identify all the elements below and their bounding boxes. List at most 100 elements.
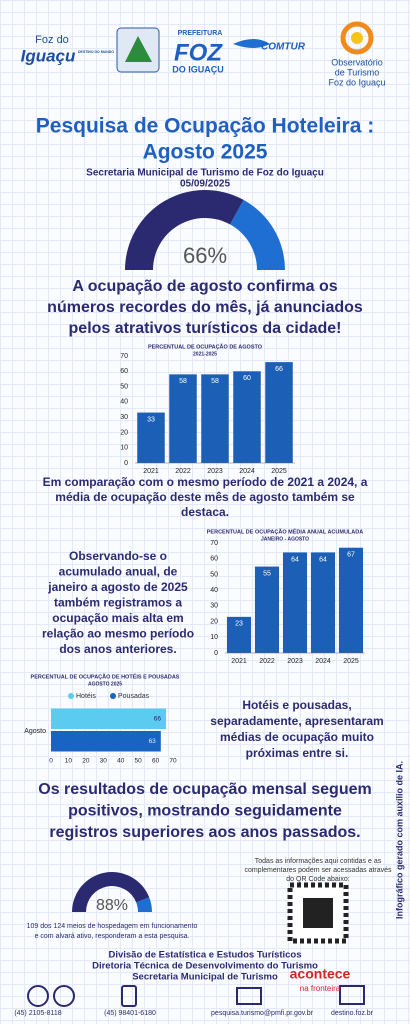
mail-icon bbox=[236, 987, 262, 1005]
x-tick-label: 10 bbox=[65, 758, 73, 765]
whatsapp-icon bbox=[53, 985, 75, 1007]
bar bbox=[201, 374, 229, 463]
title: Agosto 2025 bbox=[143, 141, 268, 164]
paragraph: média de ocupação deste mês de agosto ta… bbox=[55, 490, 355, 504]
data-label: 23 bbox=[235, 621, 243, 628]
paragraph: próximas entre si. bbox=[246, 746, 349, 760]
contact: (45) 2105-8118 bbox=[14, 1010, 61, 1017]
x-tick-label: 2022 bbox=[259, 658, 275, 665]
x-tick-label: 30 bbox=[100, 758, 108, 765]
watermark: acontece bbox=[290, 966, 351, 982]
x-tick-label: 2024 bbox=[239, 468, 255, 475]
observatory-icon bbox=[351, 32, 363, 44]
legend-swatch bbox=[110, 693, 116, 699]
bar bbox=[282, 552, 308, 653]
paragraph: positivos, mostrando seguidamente bbox=[68, 803, 342, 820]
bar bbox=[338, 547, 364, 653]
crest-icon bbox=[125, 36, 152, 62]
subtitle: Secretaria Municipal de Turismo de Foz d… bbox=[86, 168, 324, 179]
title: Pesquisa de Ocupação Hoteleira : bbox=[36, 115, 374, 138]
paragraph: complementares podem ser acessadas atrav… bbox=[244, 867, 392, 874]
x-tick-label: 2023 bbox=[287, 658, 303, 665]
paragraph: ocupação mais alta em bbox=[52, 611, 183, 625]
chart-subtitle: 2021-2025 bbox=[193, 351, 217, 357]
y-tick-label: 60 bbox=[210, 556, 218, 563]
bar bbox=[265, 362, 293, 463]
bar bbox=[169, 374, 197, 463]
contact: (45) 98401-6180 bbox=[104, 1010, 156, 1017]
observatory-icon bbox=[340, 21, 374, 55]
bar bbox=[254, 566, 280, 653]
y-tick-label: 10 bbox=[210, 634, 218, 641]
logo-text: COMTUR bbox=[261, 42, 306, 53]
legend-label: Pousadas bbox=[118, 693, 150, 700]
paragraph: separadamente, apresentaram bbox=[210, 714, 383, 728]
paragraph: Em comparação com o mesmo período de 202… bbox=[43, 475, 368, 489]
logo-text: Observatório bbox=[331, 57, 383, 67]
y-tick-label: 50 bbox=[210, 571, 218, 578]
bar bbox=[51, 708, 167, 729]
y-tick-label: 10 bbox=[120, 445, 128, 452]
logo-text: DESTINO DO MUNDO bbox=[78, 50, 114, 54]
data-label: 58 bbox=[211, 378, 219, 385]
qr-code bbox=[303, 898, 333, 928]
footer-text: Diretoria Técnica de Desenvolvimento do … bbox=[92, 961, 318, 972]
y-tick-label: Agosto bbox=[24, 728, 46, 735]
gauge-fill bbox=[125, 190, 244, 270]
data-label: 55 bbox=[263, 570, 271, 577]
logo-text: Iguaçu bbox=[21, 46, 76, 65]
footer-text: Divisão de Estatística e Estudos Turísti… bbox=[108, 950, 301, 961]
y-tick-label: 50 bbox=[120, 383, 128, 390]
logo-text: DO IGUAÇU bbox=[172, 64, 224, 74]
paragraph: e com alvará ativo, responderam a esta p… bbox=[35, 933, 190, 940]
x-tick-label: 2024 bbox=[315, 658, 331, 665]
chart-subtitle: JANEIRO - AGOSTO bbox=[261, 536, 309, 542]
x-tick-label: 20 bbox=[82, 758, 90, 765]
x-tick-label: 2021 bbox=[231, 658, 247, 665]
data-label: 33 bbox=[147, 416, 155, 423]
comtur-icon bbox=[233, 39, 270, 48]
footer-text: Secretaria Municipal de Turismo bbox=[132, 972, 278, 983]
mobile-icon bbox=[121, 985, 137, 1007]
chart-title: PERCENTUAL DE OCUPAÇÃO MÉDIA ANUAL ACUMU… bbox=[207, 527, 363, 535]
x-tick-label: 60 bbox=[152, 758, 160, 765]
x-tick-label: 0 bbox=[49, 758, 53, 765]
y-tick-label: 40 bbox=[210, 587, 218, 594]
chart-title: PERCENTUAL DE OCUPAÇÃO DE AGOSTO bbox=[148, 343, 263, 350]
paragraph: pelos atrativos turísticos da cidade! bbox=[69, 320, 342, 337]
data-label: 66 bbox=[275, 366, 283, 373]
watermark: na fronteira bbox=[300, 984, 341, 993]
data-label: 66 bbox=[154, 715, 162, 722]
data-label: 64 bbox=[319, 556, 327, 563]
legend-label: Hotéis bbox=[76, 693, 96, 700]
legend-swatch bbox=[68, 693, 74, 699]
bar bbox=[51, 731, 161, 752]
y-tick-label: 30 bbox=[210, 603, 218, 610]
data-label: 64 bbox=[291, 556, 299, 563]
paragraph: Observando-se o bbox=[69, 549, 167, 563]
y-tick-label: 70 bbox=[120, 353, 128, 360]
y-tick-label: 0 bbox=[124, 460, 128, 467]
gauge-label: 66% bbox=[183, 243, 227, 268]
y-tick-label: 60 bbox=[120, 368, 128, 375]
y-tick-label: 0 bbox=[214, 650, 218, 657]
chart-title: PERCENTUAL DE OCUPAÇÃO DE HOTÉIS E POUSA… bbox=[31, 672, 180, 680]
paragraph: A ocupação de agosto confirma os bbox=[72, 278, 337, 295]
paragraph: Os resultados de ocupação mensal seguem bbox=[38, 781, 371, 798]
x-tick-label: 40 bbox=[117, 758, 125, 765]
bar bbox=[233, 371, 261, 463]
logo-text: FOZ bbox=[174, 39, 223, 66]
contact: pesquisa.turismo@pmfi.pr.gov.br bbox=[211, 1010, 314, 1017]
x-tick-label: 50 bbox=[135, 758, 143, 765]
data-label: 58 bbox=[179, 378, 187, 385]
web-icon bbox=[339, 985, 365, 1005]
ai-note: Infográfico gerado com auxílio de IA. bbox=[394, 761, 404, 919]
x-tick-label: 2025 bbox=[271, 468, 287, 475]
logo-text: Foz do bbox=[35, 34, 69, 46]
paragraph: médias de ocupação muito bbox=[220, 730, 374, 744]
data-label: 60 bbox=[243, 375, 251, 382]
paragraph: do QR Code abaixo: bbox=[286, 876, 349, 883]
paragraph: Todas as informações aqui contidas e as bbox=[255, 858, 382, 865]
gauge-label: 88% bbox=[96, 897, 128, 914]
